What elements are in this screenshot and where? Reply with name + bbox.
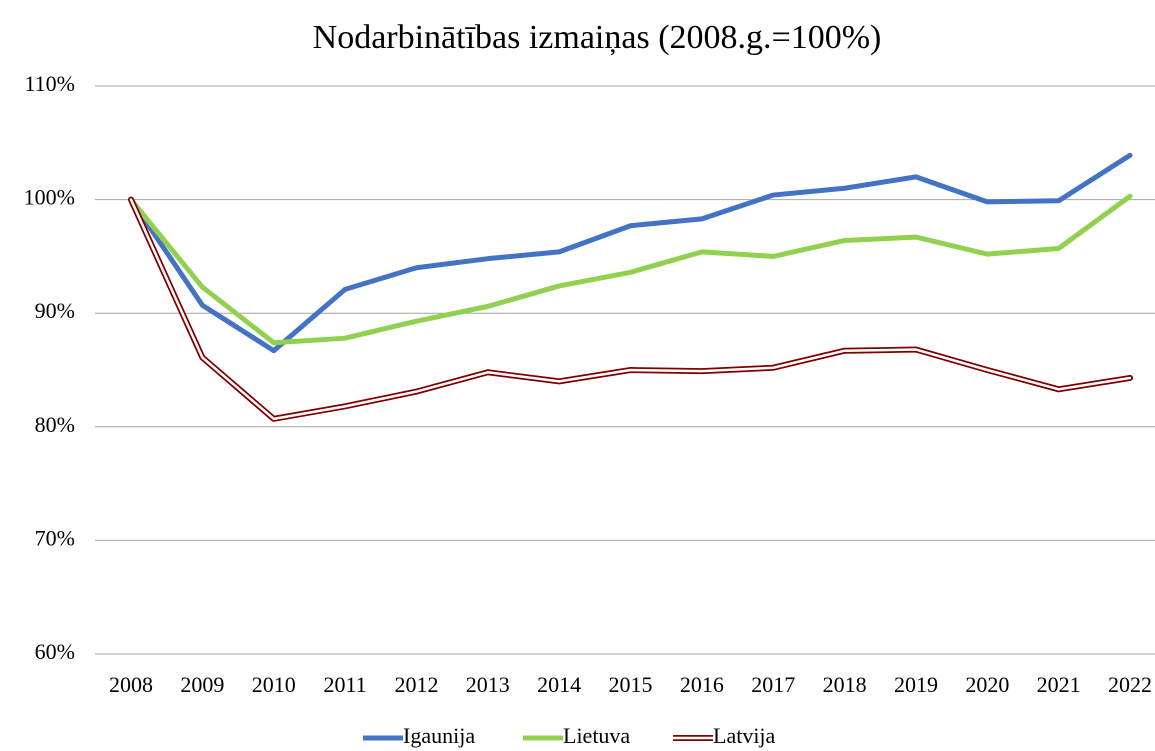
y-tick-label: 70% xyxy=(35,525,75,550)
x-tick-label: 2012 xyxy=(394,672,438,697)
x-tick-label: 2013 xyxy=(466,672,510,697)
legend-label: Lietuva xyxy=(563,723,630,748)
x-tick-label: 2022 xyxy=(1108,672,1152,697)
x-tick-label: 2016 xyxy=(680,672,724,697)
x-tick-label: 2009 xyxy=(180,672,224,697)
y-tick-label: 100% xyxy=(24,185,75,210)
legend-label: Igaunija xyxy=(403,723,475,748)
series-line xyxy=(128,193,1133,346)
x-tick-label: 2014 xyxy=(537,672,581,697)
y-tick-label: 80% xyxy=(35,412,75,437)
series-line-inner xyxy=(129,198,1132,421)
x-tick-label: 2015 xyxy=(609,672,653,697)
x-tick-label: 2021 xyxy=(1037,672,1081,697)
x-tick-label: 2019 xyxy=(894,672,938,697)
x-tick-label: 2008 xyxy=(109,672,153,697)
series-line xyxy=(128,196,1134,422)
y-tick-label: 60% xyxy=(35,639,75,664)
x-tick-label: 2011 xyxy=(323,672,366,697)
legend-label: Latvija xyxy=(713,723,776,748)
x-tick-label: 2018 xyxy=(823,672,867,697)
x-tick-label: 2020 xyxy=(965,672,1009,697)
y-tick-label: 90% xyxy=(35,298,75,323)
series-line xyxy=(128,152,1133,354)
x-tick-label: 2010 xyxy=(252,672,296,697)
x-tick-label: 2017 xyxy=(751,672,795,697)
y-tick-label: 110% xyxy=(24,71,75,96)
chart-title: Nodarbinātības izmaiņas (2008.g.=100%) xyxy=(313,19,882,56)
